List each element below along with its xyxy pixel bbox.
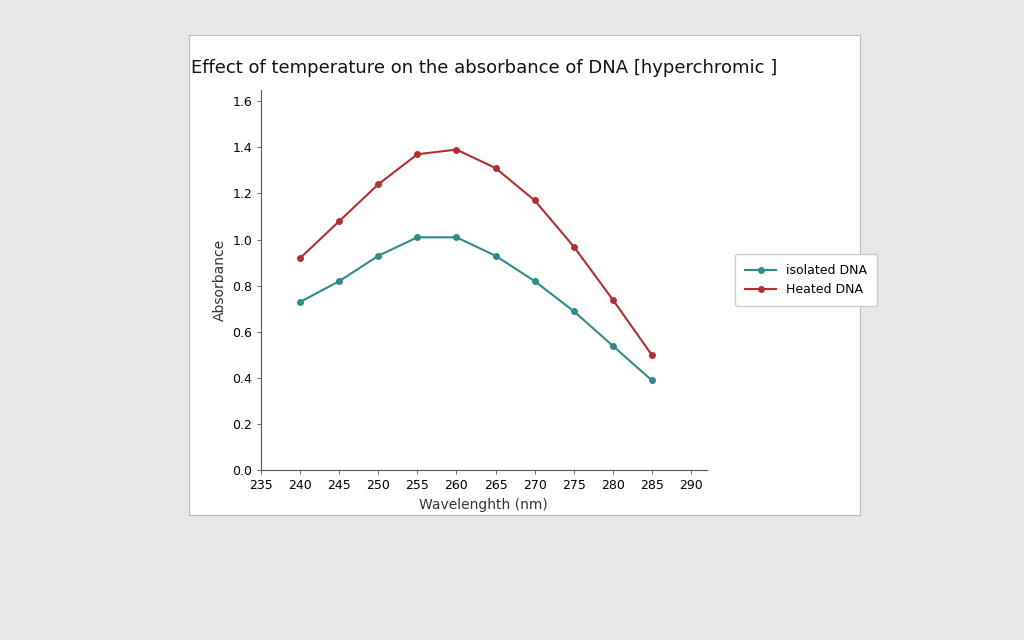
Line: isolated DNA: isolated DNA: [297, 234, 654, 383]
isolated DNA: [567, 307, 580, 315]
Heated DNA: [451, 146, 463, 154]
Heated DNA: [567, 243, 580, 250]
isolated DNA: [646, 376, 658, 384]
Title: Effect of temperature on the absorbance of DNA [hyperchromic ]: Effect of temperature on the absorbance …: [190, 59, 777, 77]
isolated DNA: [294, 298, 306, 306]
isolated DNA: [333, 277, 345, 285]
isolated DNA: [489, 252, 502, 260]
isolated DNA: [606, 342, 618, 349]
Heated DNA: [646, 351, 658, 359]
Heated DNA: [333, 218, 345, 225]
X-axis label: Wavelenghth (nm): Wavelenghth (nm): [420, 498, 548, 512]
Heated DNA: [412, 150, 424, 158]
Y-axis label: Absorbance: Absorbance: [213, 239, 226, 321]
isolated DNA: [372, 252, 384, 260]
Heated DNA: [294, 254, 306, 262]
Heated DNA: [372, 180, 384, 188]
isolated DNA: [412, 234, 424, 241]
Legend: isolated DNA, Heated DNA: isolated DNA, Heated DNA: [735, 254, 878, 306]
Heated DNA: [528, 196, 541, 204]
isolated DNA: [451, 234, 463, 241]
Line: Heated DNA: Heated DNA: [297, 147, 654, 358]
Heated DNA: [606, 296, 618, 303]
isolated DNA: [528, 277, 541, 285]
Heated DNA: [489, 164, 502, 172]
